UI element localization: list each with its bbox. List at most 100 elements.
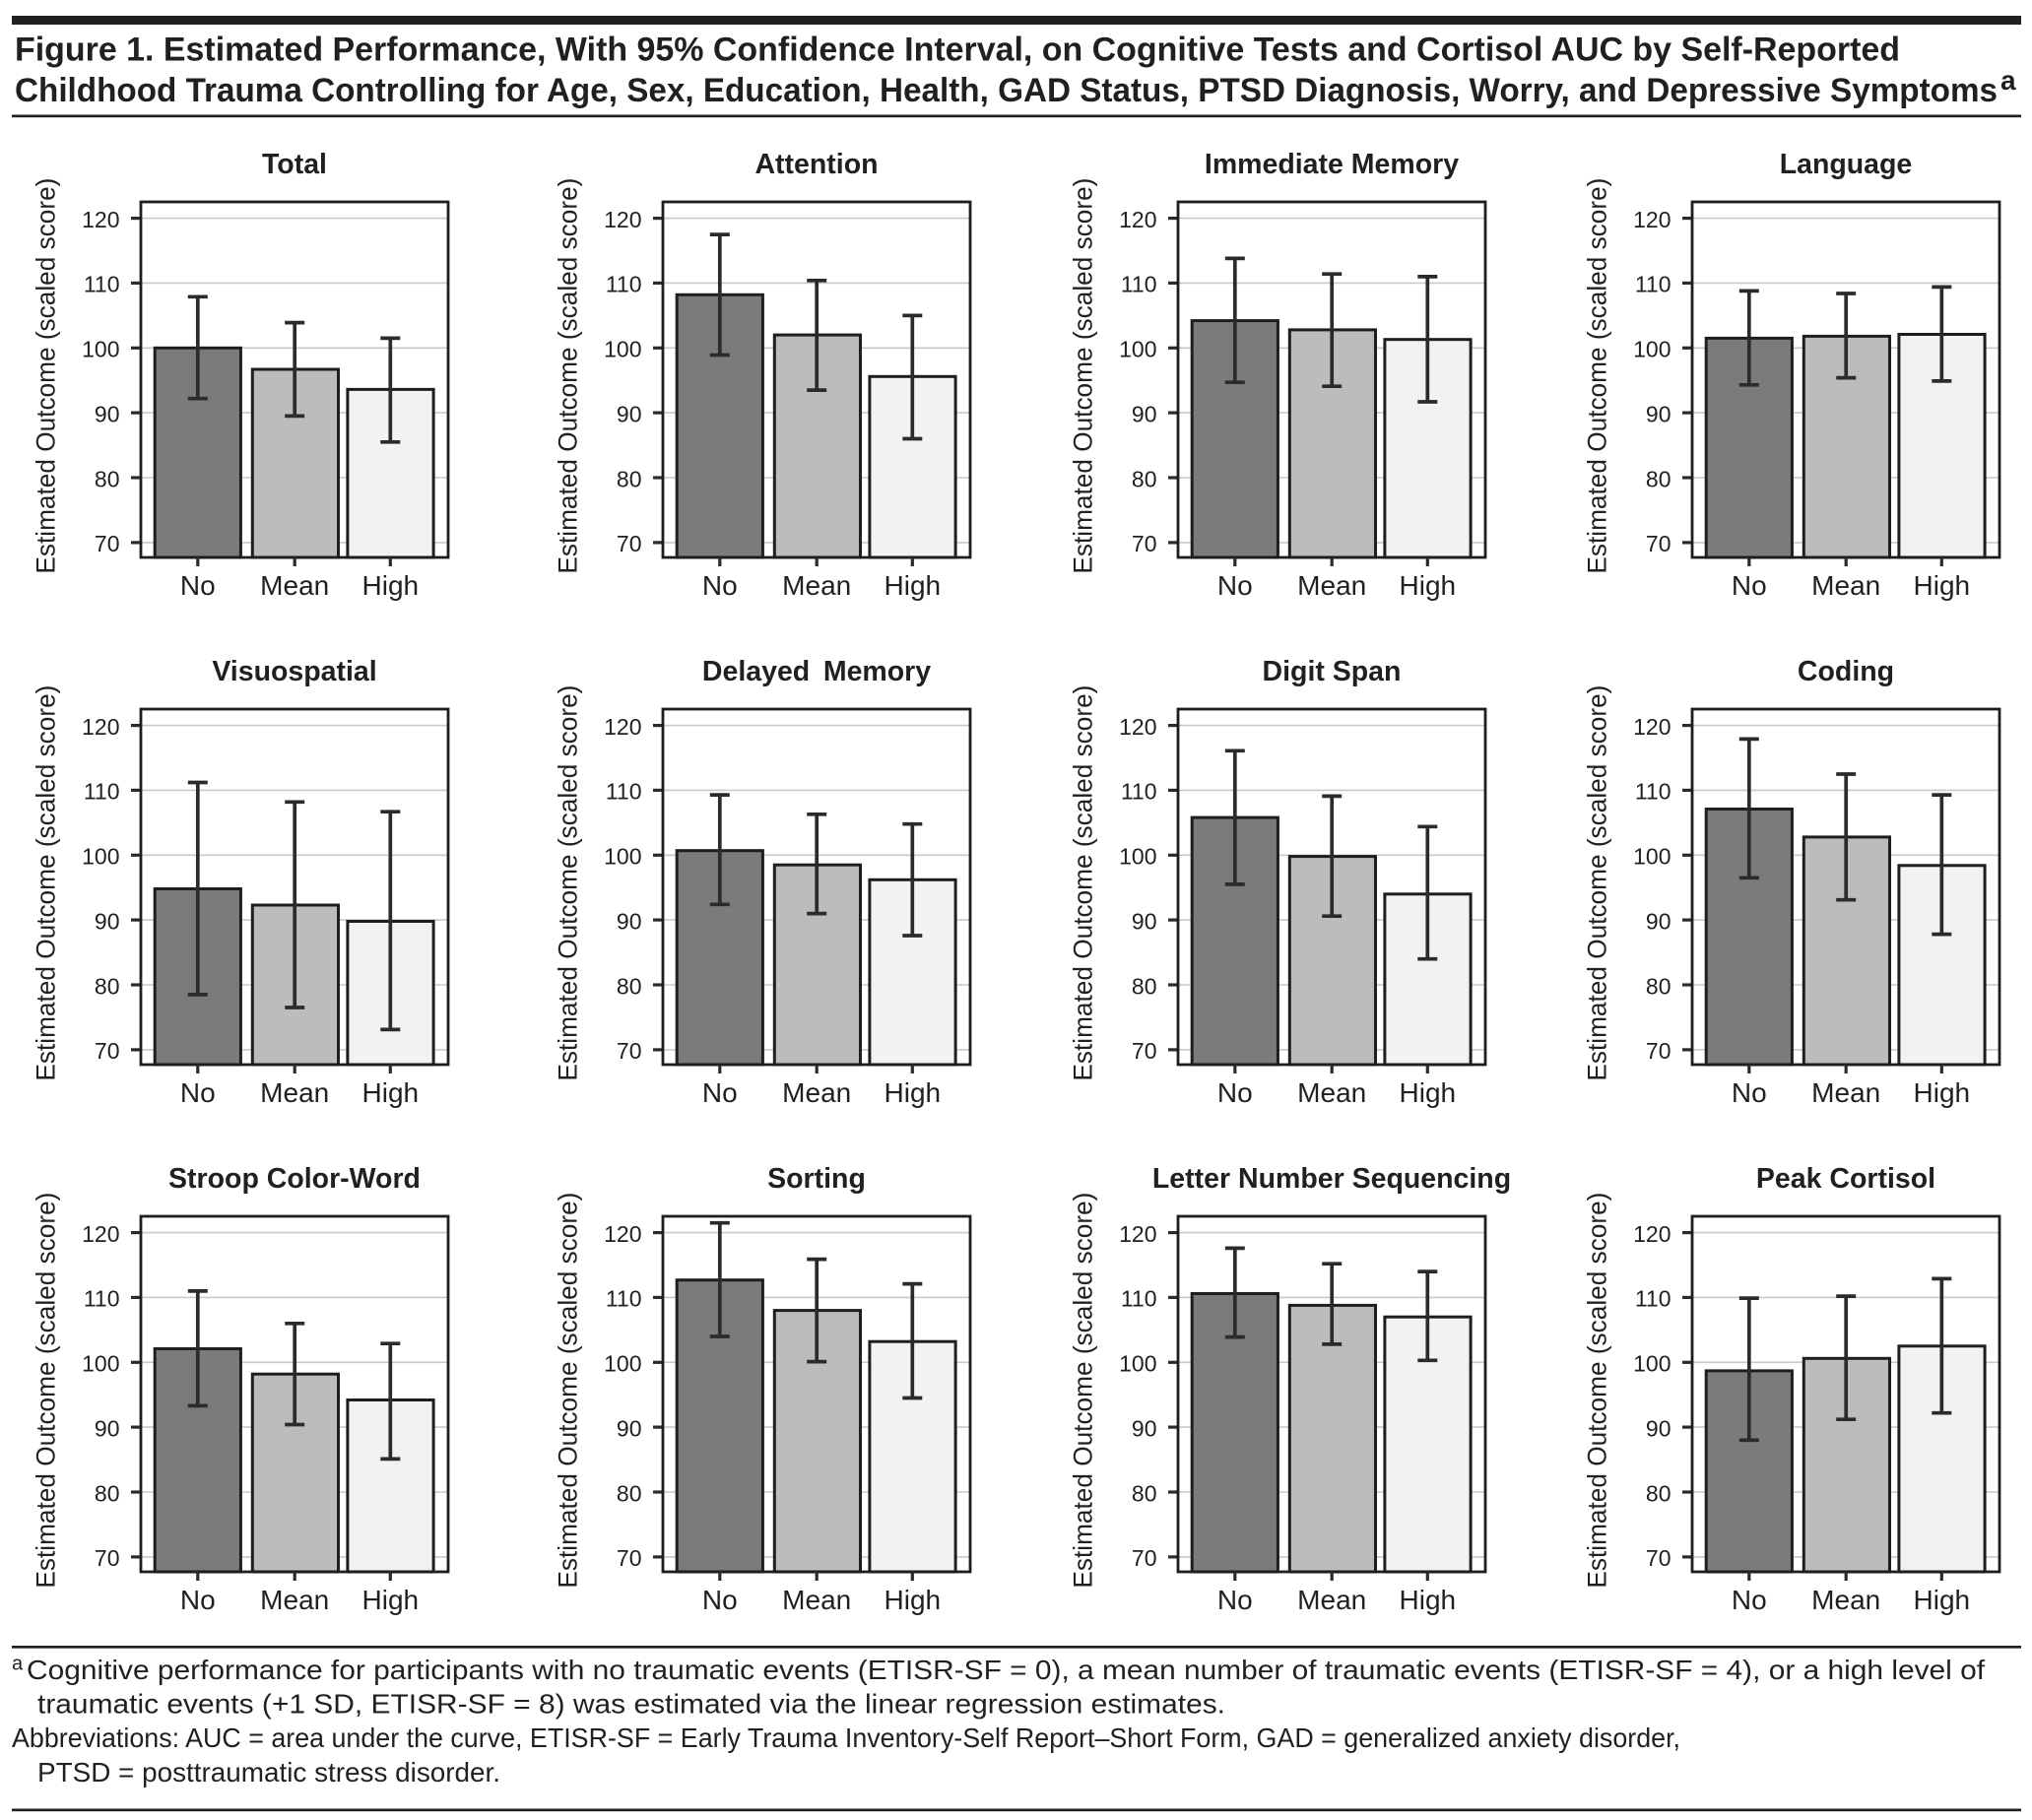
svg-text:No: No: [180, 1077, 216, 1108]
svg-text:80: 80: [95, 1480, 120, 1506]
svg-text:70: 70: [617, 1545, 642, 1571]
svg-text:Mean: Mean: [782, 1585, 851, 1615]
svg-text:80: 80: [95, 973, 120, 999]
svg-text:100: 100: [1633, 1351, 1671, 1377]
svg-text:Digit Span: Digit Span: [1263, 656, 1402, 687]
svg-text:100: 100: [1119, 844, 1156, 870]
svg-text:Estimated Outcome (scaled scor: Estimated Outcome (scaled score): [32, 685, 61, 1081]
svg-text:100: 100: [604, 337, 641, 362]
svg-text:80: 80: [1132, 466, 1157, 491]
svg-text:90: 90: [1132, 401, 1157, 426]
svg-text:100: 100: [82, 1351, 119, 1377]
svg-text:Stroop Color-Word: Stroop Color-Word: [168, 1163, 421, 1195]
svg-text:70: 70: [617, 1038, 642, 1064]
svg-text:110: 110: [606, 1286, 642, 1312]
svg-text:High: High: [1914, 1585, 1971, 1615]
svg-text:110: 110: [1635, 272, 1671, 297]
svg-text:High: High: [1400, 1585, 1457, 1615]
svg-text:110: 110: [1635, 1286, 1671, 1312]
svg-text:No: No: [1732, 570, 1767, 601]
svg-text:Mean: Mean: [782, 1077, 851, 1108]
svg-text:No: No: [1217, 570, 1253, 601]
svg-text:90: 90: [95, 908, 120, 934]
svg-text:Estimated Outcome (scaled scor: Estimated Outcome (scaled score): [1583, 1193, 1612, 1589]
svg-text:100: 100: [604, 1351, 641, 1377]
svg-text:80: 80: [617, 973, 642, 999]
svg-text:High: High: [885, 1585, 942, 1615]
svg-text:80: 80: [95, 466, 120, 491]
svg-text:Coding: Coding: [1798, 656, 1894, 687]
svg-text:Immediate Memory: Immediate Memory: [1205, 149, 1459, 180]
svg-text:High: High: [362, 1077, 420, 1108]
svg-text:Estimated Outcome (scaled scor: Estimated Outcome (scaled score): [1583, 178, 1612, 574]
svg-text:80: 80: [1646, 973, 1671, 999]
svg-text:90: 90: [1646, 908, 1671, 934]
svg-text:100: 100: [1633, 844, 1671, 870]
svg-text:70: 70: [95, 531, 120, 556]
svg-text:110: 110: [1121, 272, 1157, 297]
svg-text:110: 110: [84, 779, 120, 805]
svg-text:110: 110: [84, 272, 120, 297]
svg-text:Language: Language: [1780, 149, 1913, 180]
svg-text:No: No: [180, 1585, 216, 1615]
svg-text:Cognitive performance for part: Cognitive performance for participants w…: [27, 1655, 1985, 1685]
svg-text:90: 90: [1646, 1415, 1671, 1441]
svg-text:70: 70: [1132, 1545, 1157, 1571]
svg-text:Delayed Memory: Delayed Memory: [702, 656, 931, 687]
svg-text:100: 100: [82, 337, 119, 362]
svg-text:Estimated Outcome (scaled scor: Estimated Outcome (scaled score): [1583, 685, 1612, 1081]
svg-text:80: 80: [617, 466, 642, 491]
svg-text:Mean: Mean: [1811, 1585, 1880, 1615]
svg-text:100: 100: [604, 844, 641, 870]
svg-text:120: 120: [604, 207, 641, 232]
svg-text:70: 70: [1646, 1038, 1671, 1064]
svg-text:120: 120: [1633, 1221, 1671, 1247]
svg-text:90: 90: [617, 1415, 642, 1441]
svg-text:70: 70: [1132, 1038, 1157, 1064]
svg-text:120: 120: [82, 207, 119, 232]
svg-text:80: 80: [1646, 466, 1671, 491]
svg-text:100: 100: [1119, 337, 1156, 362]
svg-text:High: High: [1400, 1077, 1457, 1108]
svg-text:No: No: [1217, 1077, 1253, 1108]
svg-text:High: High: [362, 1585, 420, 1615]
svg-text:100: 100: [82, 844, 119, 870]
svg-text:Mean: Mean: [1811, 1077, 1880, 1108]
svg-text:80: 80: [1132, 1480, 1157, 1506]
svg-text:Peak Cortisol: Peak Cortisol: [1756, 1163, 1935, 1195]
svg-text:Sorting: Sorting: [767, 1163, 866, 1195]
svg-text:Estimated Outcome (scaled scor: Estimated Outcome (scaled score): [554, 685, 583, 1081]
svg-text:Estimated Outcome (scaled scor: Estimated Outcome (scaled score): [1069, 1193, 1098, 1589]
svg-text:No: No: [1732, 1077, 1767, 1108]
svg-text:120: 120: [1119, 1221, 1156, 1247]
svg-text:Mean: Mean: [260, 570, 329, 601]
svg-text:70: 70: [95, 1545, 120, 1571]
svg-text:70: 70: [617, 531, 642, 556]
svg-text:90: 90: [617, 401, 642, 426]
svg-text:120: 120: [1633, 714, 1671, 740]
svg-text:120: 120: [604, 714, 641, 740]
svg-text:No: No: [702, 1077, 738, 1108]
svg-text:No: No: [180, 570, 216, 601]
svg-text:90: 90: [1646, 401, 1671, 426]
svg-text:120: 120: [82, 714, 119, 740]
svg-text:70: 70: [1132, 531, 1157, 556]
svg-text:120: 120: [1119, 207, 1156, 232]
svg-text:a: a: [2000, 65, 2016, 96]
svg-text:110: 110: [1635, 779, 1671, 805]
svg-text:110: 110: [1121, 779, 1157, 805]
svg-text:100: 100: [1119, 1351, 1156, 1377]
svg-text:High: High: [1914, 1077, 1971, 1108]
svg-text:120: 120: [82, 1221, 119, 1247]
svg-text:90: 90: [1132, 908, 1157, 934]
svg-text:High: High: [1400, 570, 1457, 601]
svg-text:traumatic events (+1 SD, ETISR: traumatic events (+1 SD, ETISR-SF = 8) w…: [37, 1689, 1225, 1720]
svg-text:Mean: Mean: [1297, 1585, 1366, 1615]
svg-text:Mean: Mean: [260, 1077, 329, 1108]
svg-text:Estimated Outcome (scaled scor: Estimated Outcome (scaled score): [32, 1193, 61, 1589]
svg-text:120: 120: [604, 1221, 641, 1247]
svg-text:80: 80: [1646, 1480, 1671, 1506]
svg-text:120: 120: [1119, 714, 1156, 740]
svg-text:90: 90: [95, 401, 120, 426]
svg-text:No: No: [702, 1585, 738, 1615]
